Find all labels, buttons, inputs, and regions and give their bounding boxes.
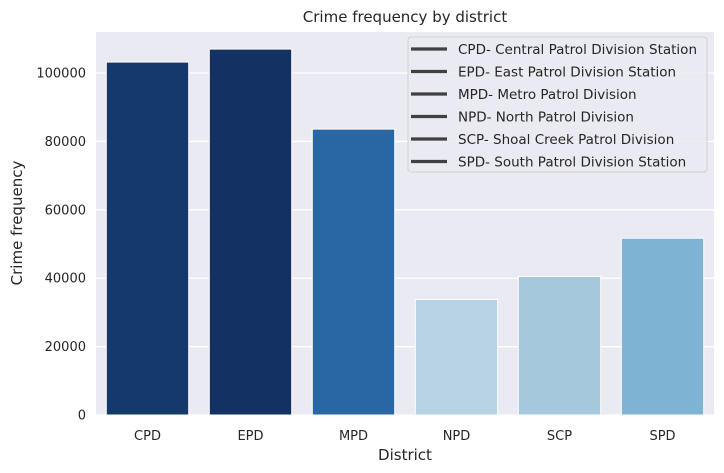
bar-scp — [517, 276, 602, 416]
y-tick-label: 100000 — [36, 67, 86, 82]
legend-entry: SPD- South Patrol Division Station — [458, 155, 686, 171]
legend: CPD- Central Patrol Division Station EPD-… — [407, 36, 708, 173]
x-tick-label: SCP — [547, 429, 572, 444]
legend-box — [407, 36, 708, 173]
legend-entry: CPD- Central Patrol Division Station — [458, 42, 697, 58]
bar-npd — [414, 298, 499, 416]
chart-title: Crime frequency by district — [303, 8, 508, 26]
y-axis-label: Crime frequency — [8, 161, 26, 286]
y-tick-label: 60000 — [45, 203, 86, 218]
bar-epd — [208, 48, 293, 416]
bar-cpd — [105, 61, 190, 416]
x-tick-label: CPD — [134, 429, 161, 444]
y-tick-label: 80000 — [45, 135, 86, 150]
bar-mpd — [311, 128, 396, 416]
x-tick-label: MPD — [339, 429, 368, 444]
bar-spd — [620, 237, 705, 416]
x-axis-label: District — [378, 446, 432, 464]
y-tick-label: 0 — [78, 409, 86, 424]
legend-entry: MPD- Metro Patrol Division — [458, 87, 637, 103]
y-axis-ticks: 0 20000 40000 60000 80000 100000 — [36, 67, 86, 424]
x-tick-label: SPD — [649, 429, 675, 444]
legend-entry: SCP- Shoal Creek Patrol Division — [458, 132, 674, 148]
x-tick-label: NPD — [443, 429, 471, 444]
x-axis-ticks: CPD EPD MPD NPD SCP SPD — [134, 429, 676, 444]
y-tick-label: 20000 — [45, 340, 86, 355]
bars — [105, 48, 705, 416]
legend-entry: EPD- East Patrol Division Station — [458, 65, 676, 81]
y-tick-label: 40000 — [45, 272, 86, 287]
legend-entry: NPD- North Patrol Division — [458, 110, 634, 126]
x-tick-label: EPD — [237, 429, 263, 444]
